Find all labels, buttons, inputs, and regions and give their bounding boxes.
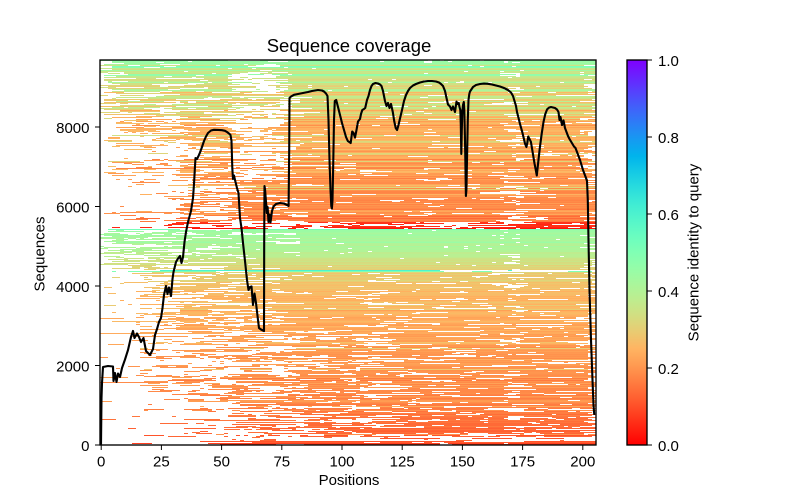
svg-text:0.4: 0.4 [658,284,679,301]
svg-text:1.0: 1.0 [658,53,679,70]
svg-text:4000: 4000 [56,279,89,296]
svg-text:6000: 6000 [56,199,89,216]
svg-text:Sequences: Sequences [32,216,49,291]
svg-text:100: 100 [329,454,354,471]
svg-text:8000: 8000 [56,120,89,137]
svg-text:150: 150 [450,454,475,471]
svg-text:125: 125 [390,454,415,471]
svg-text:2000: 2000 [56,358,89,375]
svg-text:0.8: 0.8 [658,130,679,147]
svg-text:75: 75 [273,454,290,471]
svg-text:0.6: 0.6 [658,207,679,224]
svg-text:175: 175 [510,454,535,471]
svg-text:Sequence coverage: Sequence coverage [267,35,432,56]
svg-text:0: 0 [97,454,105,471]
svg-text:25: 25 [153,454,170,471]
svg-text:Positions: Positions [319,472,380,489]
svg-text:200: 200 [570,454,595,471]
svg-text:0.2: 0.2 [658,361,679,378]
svg-text:50: 50 [213,454,230,471]
svg-text:Sequence identity to query: Sequence identity to query [686,163,703,341]
svg-text:0: 0 [81,438,89,455]
svg-text:0.0: 0.0 [658,438,679,455]
